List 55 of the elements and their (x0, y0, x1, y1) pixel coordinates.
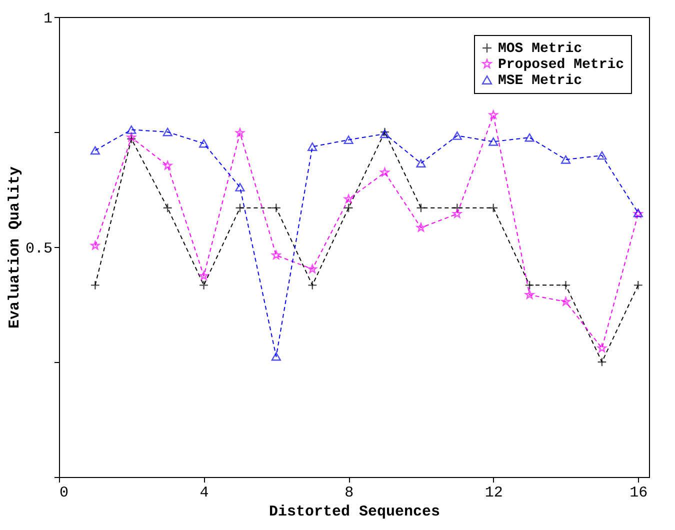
point (452, 209, 462, 218)
point (163, 160, 172, 170)
point (271, 352, 281, 361)
point (126, 134, 136, 144)
x-tick-label: 4 (200, 484, 209, 502)
point (199, 280, 209, 290)
x-tick-label: 16 (630, 484, 648, 502)
point (488, 203, 498, 213)
point (524, 290, 534, 299)
point (344, 194, 354, 204)
point (199, 139, 209, 148)
point (90, 240, 100, 250)
point (308, 264, 317, 274)
point (597, 343, 607, 352)
point (597, 151, 607, 160)
point (271, 203, 281, 213)
point (488, 110, 498, 119)
point (416, 203, 426, 213)
legend-label: MSE Metric (498, 73, 582, 89)
point (90, 280, 100, 290)
point (162, 128, 172, 136)
point (380, 130, 390, 138)
point (524, 133, 534, 142)
point (344, 136, 354, 144)
y-axis-title: Evaluation Quality (6, 166, 24, 329)
point (416, 159, 426, 168)
point (272, 250, 281, 260)
legend-label: MOS Metric (498, 41, 582, 57)
point (597, 357, 607, 367)
point (126, 125, 136, 134)
point (162, 203, 172, 213)
y-tick-label: 0.5 (25, 240, 52, 258)
point (344, 203, 354, 213)
y-tick-label: 1 (43, 10, 52, 28)
point (380, 168, 390, 176)
point (235, 128, 245, 137)
point (560, 155, 571, 164)
legend-label: Proposed Metric (498, 57, 624, 73)
point (308, 142, 318, 151)
point (90, 146, 100, 155)
point (199, 271, 208, 280)
point (561, 296, 570, 306)
point (235, 182, 245, 192)
x-tick-label: 0 (60, 484, 69, 502)
point (560, 280, 571, 290)
point (308, 280, 318, 290)
x-tick-label: 8 (344, 484, 354, 502)
point (452, 131, 462, 140)
point (524, 280, 534, 290)
point (488, 137, 498, 146)
x-tick-label: 12 (484, 484, 503, 502)
point (235, 203, 245, 213)
x-axis-title: Distorted Sequences (268, 504, 440, 520)
point (416, 222, 426, 232)
point (633, 280, 643, 290)
